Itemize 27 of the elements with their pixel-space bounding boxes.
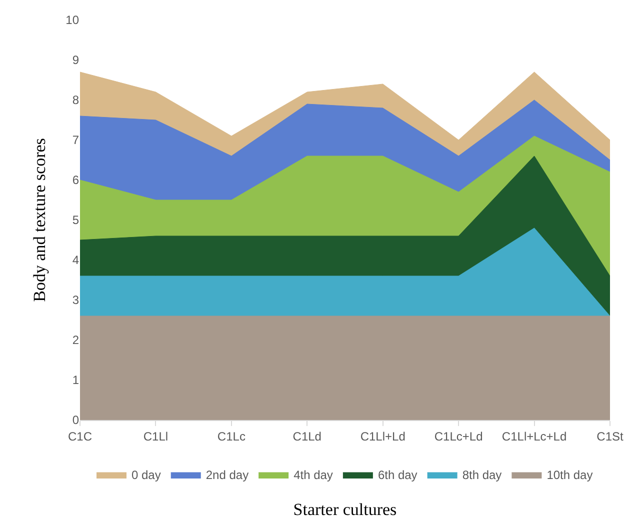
x-axis-title: Starter cultures bbox=[293, 500, 397, 519]
legend-label: 8th day bbox=[462, 468, 502, 482]
x-tick-label: C1Lc+Ld bbox=[434, 429, 483, 444]
y-tick-label: 3 bbox=[72, 293, 80, 308]
y-tick-label: 6 bbox=[72, 173, 80, 188]
y-tick-label: 8 bbox=[72, 93, 80, 108]
legend-label: 2nd day bbox=[206, 468, 249, 482]
x-tick-label: C1Ll bbox=[143, 429, 168, 444]
y-tick-label: 2 bbox=[72, 333, 80, 348]
y-tick-label: 9 bbox=[72, 53, 80, 68]
y-tick-label: 0 bbox=[72, 413, 80, 428]
legend-label: 10th day bbox=[546, 468, 593, 482]
y-tick-label: 4 bbox=[72, 253, 80, 268]
x-tick-label: C1Ll+Ld bbox=[360, 429, 406, 444]
x-tick-label: C1Lc bbox=[217, 429, 246, 444]
y-tick-label: 7 bbox=[72, 133, 80, 148]
y-axis-title: Body and texture scores bbox=[30, 138, 50, 302]
x-tick-label: C1Ll+Lc+Ld bbox=[502, 429, 567, 444]
x-tick-label: C1Ld bbox=[292, 429, 322, 444]
legend-label: 6th day bbox=[378, 468, 418, 482]
legend-label: 4th day bbox=[294, 468, 333, 482]
y-tick-label: 1 bbox=[72, 373, 80, 388]
x-tick-label: C1C bbox=[68, 429, 92, 444]
legend-label: 0 day bbox=[132, 468, 161, 482]
x-tick-label: C1St bbox=[596, 429, 624, 444]
y-tick-label: 10 bbox=[66, 13, 80, 28]
y-tick-label: 5 bbox=[72, 213, 80, 228]
